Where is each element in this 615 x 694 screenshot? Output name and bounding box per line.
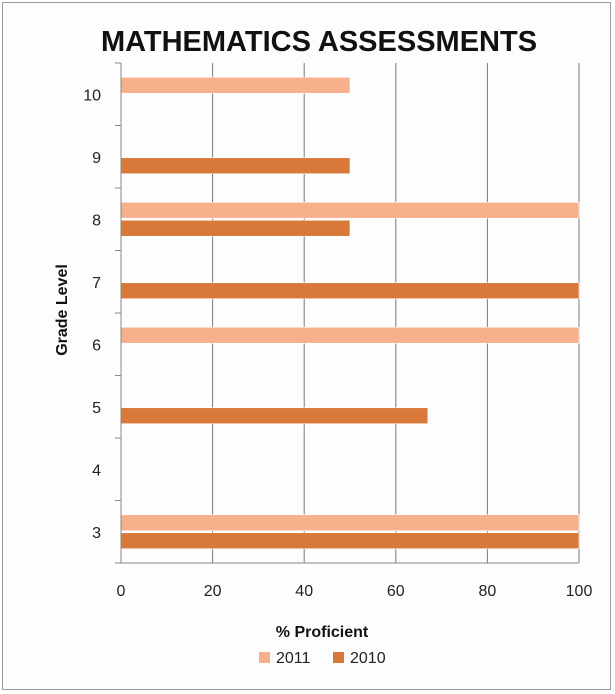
chart-title: MATHEMATICS ASSESSMENTS — [101, 26, 537, 58]
legend-swatch-2011 — [259, 652, 270, 663]
bar-2010-grade-3 — [120, 532, 580, 550]
axes: 0 20 40 60 80 100 3 4 5 6 7 8 9 10 — [83, 62, 593, 600]
bar-2010-grade-8 — [120, 219, 351, 237]
bar-2010-grade-5 — [120, 407, 429, 425]
bars — [120, 76, 580, 550]
bar-2011-grade-3 — [120, 514, 580, 532]
y-tick-label: 6 — [92, 337, 101, 354]
y-tick-label: 10 — [83, 87, 101, 104]
bar-2010-grade-9 — [120, 157, 351, 175]
x-tick-label: 40 — [295, 583, 313, 600]
y-tick-label: 3 — [92, 525, 101, 542]
bar-2011-grade-8 — [120, 201, 580, 219]
x-axis-title: % Proficient — [276, 624, 369, 641]
legend-label-2011: 2011 — [276, 650, 311, 667]
legend: 2011 2010 — [259, 650, 386, 667]
bar-2011-grade-6 — [120, 326, 580, 344]
x-tick-label: 60 — [387, 583, 405, 600]
y-axis-title: Grade Level — [54, 264, 71, 356]
y-tick-label: 4 — [92, 462, 101, 479]
y-tick-label: 8 — [92, 212, 101, 229]
x-tick-label: 100 — [566, 583, 593, 600]
gridlines — [120, 63, 580, 563]
y-tick-label: 9 — [92, 150, 101, 167]
y-tick-label: 5 — [92, 400, 101, 417]
x-tick-label: 0 — [117, 583, 126, 600]
x-tick-label: 20 — [204, 583, 222, 600]
legend-swatch-2010 — [333, 652, 344, 663]
y-tick-label: 7 — [92, 275, 101, 292]
bar-2010-grade-7 — [120, 282, 580, 300]
legend-label-2010: 2010 — [350, 650, 386, 667]
bar-2011-grade-10 — [120, 76, 351, 94]
bar-chart: MATHEMATICS ASSESSMENTS 0 20 40 60 80 100 3 4 5 6… — [54, 26, 593, 667]
x-tick-label: 80 — [479, 583, 497, 600]
